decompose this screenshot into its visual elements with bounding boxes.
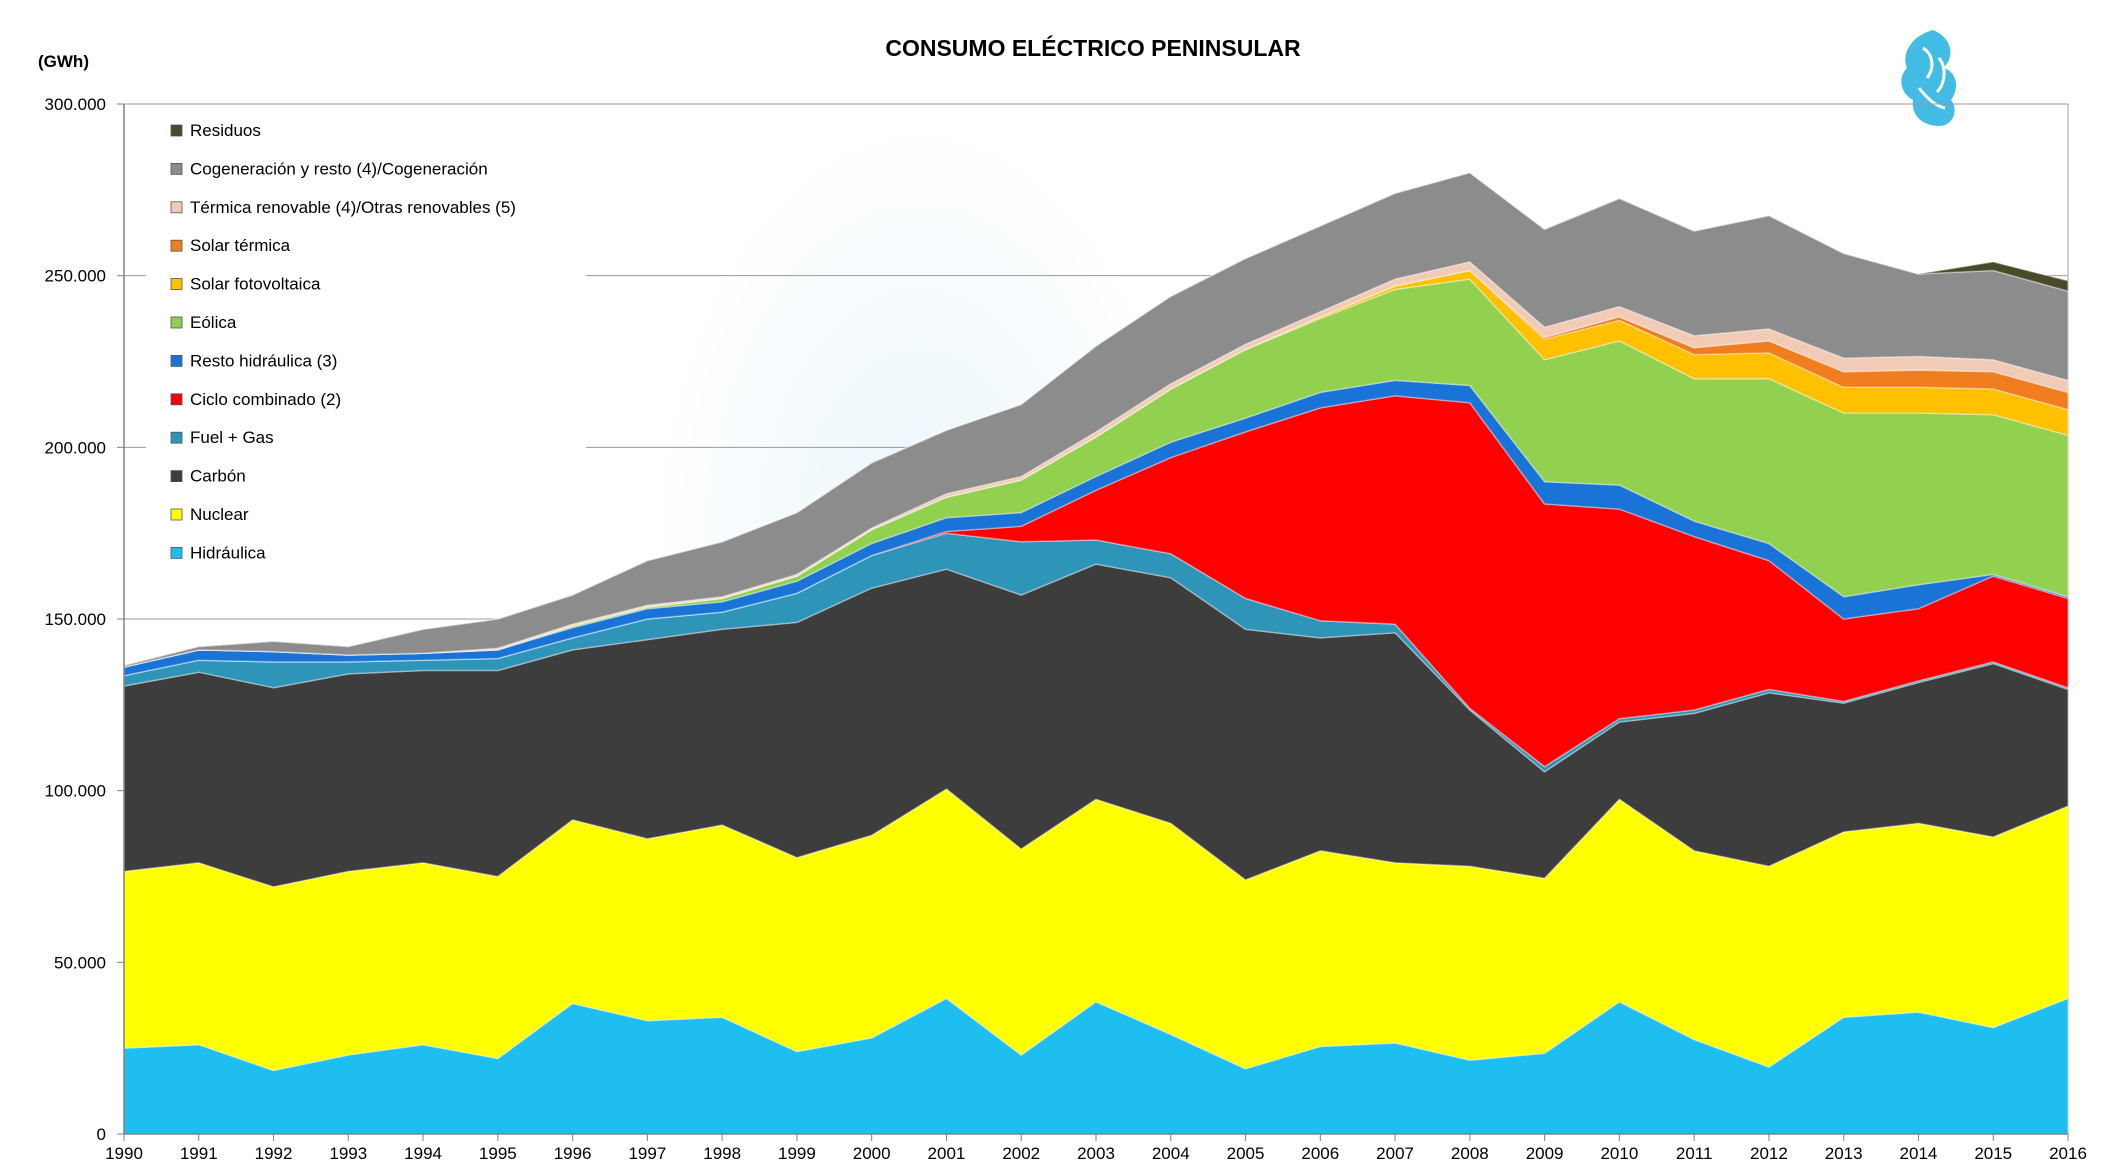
series-area-ciclo-combinado-2 bbox=[123, 395, 2069, 768]
y-tick-label: 0 bbox=[97, 1125, 106, 1144]
x-tick-label: 1990 bbox=[105, 1144, 143, 1160]
x-tick-label: 1991 bbox=[180, 1144, 218, 1160]
y-tick-label: 150.000 bbox=[45, 610, 106, 629]
legend-label: Solar fotovoltaica bbox=[190, 275, 321, 294]
x-tick-label: 2008 bbox=[1451, 1144, 1489, 1160]
series-area-residuos bbox=[123, 171, 2069, 667]
x-tick-label: 2010 bbox=[1600, 1144, 1638, 1160]
x-tick-label: 1992 bbox=[255, 1144, 293, 1160]
legend-swatch bbox=[170, 201, 183, 214]
legend-swatch bbox=[170, 393, 183, 406]
x-tick-label: 1996 bbox=[554, 1144, 592, 1160]
legend-swatch bbox=[170, 354, 183, 367]
axes: 0 50.000 100.000 150.000 200.000 250.000 300.0… bbox=[45, 95, 2087, 1160]
legend-label: Ciclo combinado (2) bbox=[190, 390, 341, 409]
legend: Residuos Cogeneración y resto (4)/Cogener… bbox=[146, 106, 586, 579]
x-tick-label: 2001 bbox=[928, 1144, 966, 1160]
legend-swatch bbox=[170, 470, 183, 483]
legend-swatch bbox=[170, 316, 183, 329]
x-tick-label: 2004 bbox=[1152, 1144, 1190, 1160]
x-tick-label: 2016 bbox=[2049, 1144, 2087, 1160]
y-tick-label: 250.000 bbox=[45, 267, 106, 286]
x-tick-label: 2007 bbox=[1376, 1144, 1414, 1160]
x-tick-label: 2003 bbox=[1077, 1144, 1115, 1160]
x-tick-label: 2000 bbox=[853, 1144, 891, 1160]
legend-label: Nuclear bbox=[190, 505, 249, 524]
x-tick-label: 1994 bbox=[404, 1144, 442, 1160]
x-tick-label: 2015 bbox=[1974, 1144, 2012, 1160]
legend-swatch bbox=[170, 239, 183, 252]
legend-label: Carbón bbox=[190, 467, 246, 486]
y-tick-label: 200.000 bbox=[45, 438, 106, 457]
y-tick-label: 50.000 bbox=[54, 953, 106, 972]
x-tick-label: 2012 bbox=[1750, 1144, 1788, 1160]
legend-label: Térmica renovable (4)/Otras renovables (… bbox=[190, 198, 516, 217]
series-area-cogeneracion-y-resto-4-cogeneracion bbox=[123, 171, 2069, 668]
legend-label: Resto hidráulica (3) bbox=[190, 351, 337, 370]
x-tick-label: 2013 bbox=[1825, 1144, 1863, 1160]
x-tick-label: 2009 bbox=[1526, 1144, 1564, 1160]
logo bbox=[1901, 30, 1957, 126]
legend-swatch bbox=[170, 431, 183, 444]
legend-label: Hidráulica bbox=[190, 543, 266, 562]
plot-areas bbox=[123, 171, 2069, 1135]
x-tick-label: 2002 bbox=[1002, 1144, 1040, 1160]
y-tick-label: 100.000 bbox=[45, 782, 106, 801]
x-tick-label: 1997 bbox=[628, 1144, 666, 1160]
x-tick-label: 1993 bbox=[329, 1144, 367, 1160]
legend-swatch bbox=[170, 278, 183, 291]
legend-label: Cogeneración y resto (4)/Cogeneración bbox=[190, 159, 488, 178]
legend-label: Fuel + Gas bbox=[190, 428, 274, 447]
y-axis-unit: (GWh) bbox=[38, 52, 89, 71]
x-tick-label: 1998 bbox=[703, 1144, 741, 1160]
legend-swatch bbox=[170, 508, 183, 521]
x-tick-label: 2005 bbox=[1227, 1144, 1265, 1160]
x-tick-label: 2011 bbox=[1676, 1144, 1713, 1160]
legend-label: Eólica bbox=[190, 313, 237, 332]
x-tick-label: 2006 bbox=[1301, 1144, 1339, 1160]
x-tick-label: 1995 bbox=[479, 1144, 517, 1160]
chart-title: CONSUMO ELÉCTRICO PENINSULAR bbox=[885, 34, 1301, 61]
legend-label: Solar térmica bbox=[190, 236, 291, 255]
x-tick-label: 1999 bbox=[778, 1144, 816, 1160]
legend-swatch bbox=[170, 162, 183, 175]
y-tick-label: 300.000 bbox=[45, 95, 106, 114]
x-tick-label: 2014 bbox=[1900, 1144, 1938, 1160]
legend-box bbox=[146, 106, 586, 579]
legend-label: Residuos bbox=[190, 121, 261, 140]
legend-swatch bbox=[170, 547, 183, 559]
legend-swatch bbox=[170, 124, 183, 137]
